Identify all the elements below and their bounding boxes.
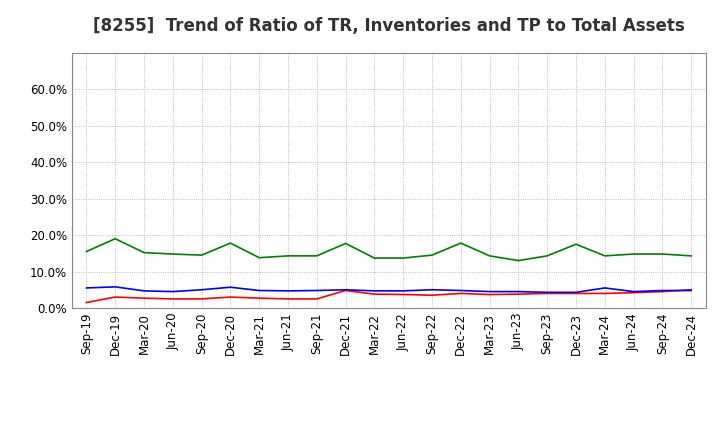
Inventories (514, 289, 523, 294)
Trade Payables (341, 241, 350, 246)
Trade Receivables (82, 300, 91, 305)
Trade Receivables (197, 296, 206, 301)
Trade Payables (111, 236, 120, 242)
Trade Receivables (514, 292, 523, 297)
Trade Payables (140, 250, 148, 255)
Inventories (197, 287, 206, 293)
Inventories (456, 288, 465, 293)
Trade Payables (658, 251, 667, 257)
Trade Payables (572, 242, 580, 247)
Inventories (341, 287, 350, 293)
Line: Trade Payables: Trade Payables (86, 239, 691, 260)
Trade Payables (197, 253, 206, 258)
Trade Payables (514, 258, 523, 263)
Inventories (370, 288, 379, 293)
Inventories (111, 284, 120, 290)
Trade Payables (428, 253, 436, 258)
Trade Receivables (456, 291, 465, 296)
Inventories (312, 288, 321, 293)
Trade Payables (82, 249, 91, 254)
Trade Payables (370, 255, 379, 260)
Inventories (255, 288, 264, 293)
Trade Receivables (111, 294, 120, 300)
Trade Payables (284, 253, 292, 259)
Trade Payables (255, 255, 264, 260)
Inventories (140, 288, 148, 293)
Inventories (687, 288, 696, 293)
Trade Payables (168, 251, 177, 257)
Trade Receivables (370, 292, 379, 297)
Trade Receivables (255, 296, 264, 301)
Trade Payables (629, 251, 638, 257)
Trade Payables (485, 253, 494, 259)
Inventories (485, 289, 494, 294)
Trade Payables (543, 253, 552, 259)
Trade Receivables (399, 292, 408, 297)
Trade Payables (600, 253, 609, 259)
Inventories (399, 288, 408, 293)
Trade Receivables (600, 291, 609, 296)
Line: Inventories: Inventories (86, 287, 691, 292)
Trade Receivables (140, 296, 148, 301)
Trade Receivables (543, 291, 552, 296)
Inventories (226, 285, 235, 290)
Inventories (658, 288, 667, 293)
Trade Payables (399, 255, 408, 260)
Trade Payables (226, 241, 235, 246)
Trade Receivables (572, 291, 580, 296)
Inventories (284, 288, 292, 293)
Inventories (600, 285, 609, 290)
Inventories (629, 289, 638, 294)
Trade Receivables (658, 289, 667, 294)
Trade Receivables (485, 292, 494, 297)
Line: Trade Receivables: Trade Receivables (86, 290, 691, 303)
Trade Receivables (341, 288, 350, 293)
Trade Receivables (687, 287, 696, 293)
Text: [8255]  Trend of Ratio of TR, Inventories and TP to Total Assets: [8255] Trend of Ratio of TR, Inventories… (93, 18, 685, 35)
Inventories (168, 289, 177, 294)
Inventories (543, 290, 552, 295)
Trade Receivables (168, 296, 177, 301)
Trade Payables (312, 253, 321, 259)
Trade Receivables (629, 290, 638, 295)
Inventories (572, 290, 580, 295)
Trade Receivables (226, 294, 235, 300)
Trade Payables (687, 253, 696, 259)
Trade Receivables (428, 293, 436, 298)
Trade Receivables (312, 296, 321, 301)
Inventories (428, 287, 436, 293)
Trade Receivables (284, 296, 292, 301)
Trade Payables (456, 241, 465, 246)
Inventories (82, 285, 91, 290)
